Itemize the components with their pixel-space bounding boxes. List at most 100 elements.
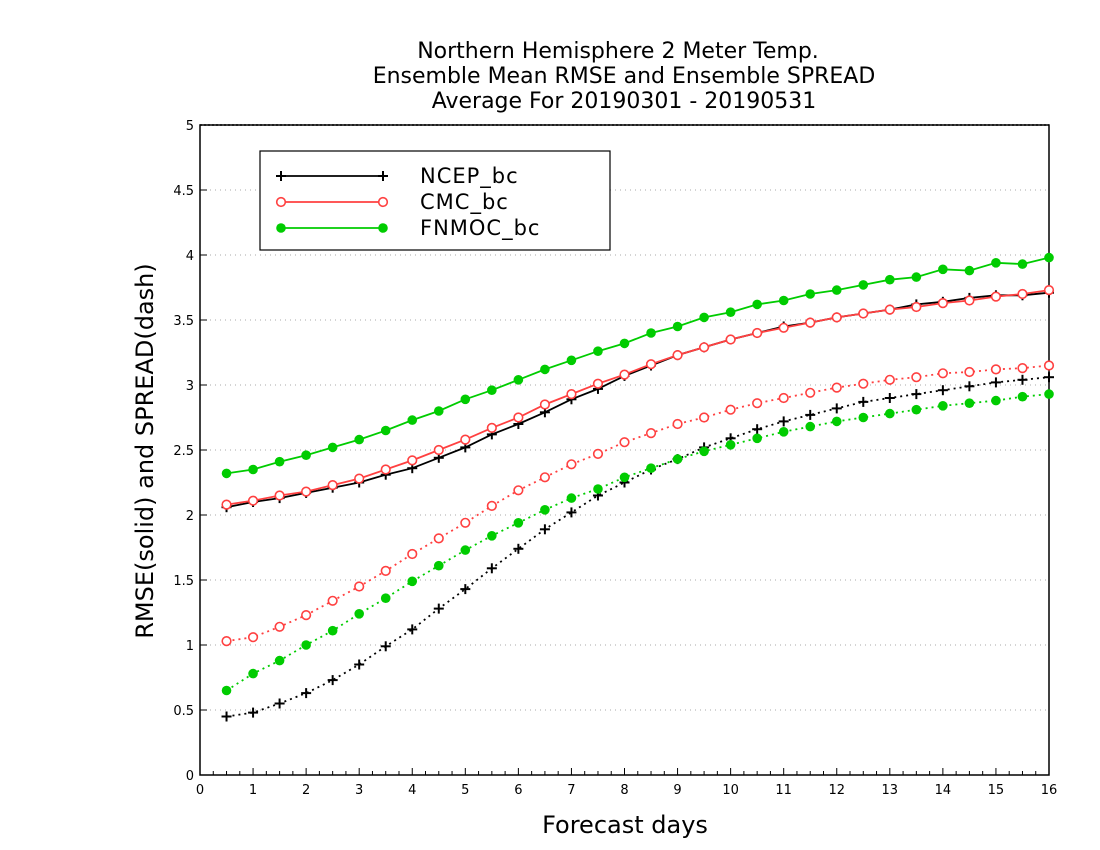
cmc-bc-rmse-point bbox=[1017, 288, 1028, 300]
cmc-bc-rmse-point bbox=[884, 304, 895, 315]
fnmoc-bc-spread-point bbox=[274, 655, 285, 666]
cmc-bc-spread-point bbox=[354, 581, 365, 592]
fnmoc-bc-rmse-line bbox=[226, 256, 1050, 475]
cmc-bc-spread-point bbox=[1043, 360, 1055, 371]
legend-marker bbox=[275, 196, 287, 208]
y-axis-label: RMSE(solid) and SPREAD(dash) bbox=[131, 263, 159, 639]
ncep-bc-spread-point bbox=[354, 659, 365, 670]
cmc-bc-rmse-point bbox=[566, 389, 577, 400]
ncep-bc-spread-point bbox=[911, 389, 922, 400]
cmc-bc-spread-point bbox=[725, 404, 736, 415]
cmc-bc-spread-point bbox=[247, 632, 259, 643]
x-tick-label: 7 bbox=[567, 783, 575, 798]
y-tick-label: 0 bbox=[186, 769, 194, 784]
cmc-bc-rmse-point bbox=[725, 334, 736, 345]
ncep-bc-spread-point bbox=[274, 698, 285, 709]
title-line-1: Northern Hemisphere 2 Meter Temp. bbox=[417, 39, 819, 64]
ncep-bc-spread-point bbox=[513, 543, 524, 554]
cmc-bc-rmse-point bbox=[672, 350, 683, 361]
cmc-bc-rmse-point bbox=[460, 434, 471, 445]
fnmoc-bc-spread-point bbox=[991, 395, 1001, 406]
fnmoc-bc-rmse-point bbox=[540, 364, 550, 375]
ncep-bc-spread-point bbox=[858, 396, 869, 407]
ncep-bc-spread-point bbox=[831, 403, 842, 414]
x-tick-label: 15 bbox=[988, 783, 1005, 798]
fnmoc-bc-rmse-point bbox=[593, 346, 603, 357]
fnmoc-bc-spread-point bbox=[327, 625, 338, 636]
cmc-bc-rmse-point bbox=[964, 295, 975, 306]
ncep-bc-spread-point bbox=[964, 381, 975, 392]
cmc-bc-spread-point bbox=[433, 533, 444, 544]
cmc-bc-rmse-point bbox=[354, 473, 365, 484]
fnmoc-bc-rmse-point bbox=[354, 434, 364, 445]
fnmoc-bc-spread-point bbox=[1044, 389, 1054, 399]
fnmoc-bc-rmse-point bbox=[433, 406, 444, 416]
fnmoc-bc-rmse-point bbox=[805, 289, 816, 299]
legend-label: NCEP_bc bbox=[420, 164, 519, 189]
ncep-bc-spread-line bbox=[226, 376, 1050, 718]
legend-marker bbox=[276, 171, 286, 181]
fnmoc-bc-spread-point bbox=[354, 609, 364, 619]
x-tick-label: 6 bbox=[514, 783, 522, 798]
ncep-bc-spread-point bbox=[221, 711, 232, 722]
fnmoc-bc-spread-point bbox=[487, 531, 497, 541]
cmc-bc-rmse-point bbox=[247, 495, 259, 506]
cmc-bc-rmse-point bbox=[1043, 285, 1055, 296]
axis-ticks: 00.511.522.533.544.550 1 2 3 4 5 6 7 8 9 10 11 12 13 1… bbox=[173, 119, 1057, 798]
fnmoc-bc-rmse-point bbox=[460, 394, 471, 405]
fnmoc-bc-rmse-point bbox=[566, 355, 577, 366]
ncep-bc-spread-point bbox=[380, 641, 391, 652]
fnmoc-bc-rmse-point bbox=[1044, 252, 1054, 263]
cmc-bc-spread-point bbox=[301, 609, 312, 621]
cmc-bc-spread-point bbox=[566, 459, 577, 470]
cmc-bc-rmse-point bbox=[858, 308, 869, 319]
fnmoc-bc-spread-point bbox=[619, 472, 630, 483]
legend-marker bbox=[378, 223, 388, 233]
x-tick-label: 12 bbox=[828, 783, 845, 798]
fnmoc-bc-spread-point bbox=[964, 398, 975, 409]
legend-item-cmc-bc: CMC_bc bbox=[275, 190, 508, 215]
x-tick-label: 1 bbox=[249, 783, 257, 798]
ncep-bc-spread-point bbox=[752, 424, 763, 435]
fnmoc-bc-spread-point bbox=[831, 416, 842, 427]
x-tick-label: 2 bbox=[302, 783, 310, 798]
ncep-bc-spread-point bbox=[433, 603, 444, 614]
fnmoc-bc-rmse-point bbox=[672, 321, 683, 332]
cmc-bc-spread-point bbox=[1017, 363, 1028, 374]
cmc-bc-spread-point bbox=[486, 500, 497, 512]
cmc-bc-rmse-point bbox=[990, 291, 1002, 302]
cmc-bc-rmse-point bbox=[513, 412, 524, 423]
fnmoc-bc-rmse-point bbox=[699, 312, 709, 323]
cmc-bc-spread-point bbox=[964, 366, 975, 378]
cmc-bc-rmse-point bbox=[327, 480, 338, 491]
fnmoc-bc-spread-point bbox=[433, 560, 444, 571]
cmc-bc-spread-point bbox=[698, 412, 710, 423]
fnmoc-bc-spread-point bbox=[699, 446, 709, 457]
x-tick-label: 5 bbox=[461, 783, 469, 798]
legend-box bbox=[259, 150, 611, 251]
fnmoc-bc-spread-point bbox=[248, 668, 258, 679]
legend-marker bbox=[378, 171, 388, 181]
cmc-bc-spread-point bbox=[672, 418, 683, 430]
cmc-bc-spread-point bbox=[513, 485, 524, 496]
legend-marker bbox=[377, 196, 389, 208]
title-line-3: Average For 20190301 - 20190531 bbox=[432, 89, 817, 114]
cmc-bc-spread-point bbox=[380, 565, 391, 577]
y-tick-label: 2 bbox=[186, 509, 194, 524]
fnmoc-bc-rmse-point bbox=[725, 307, 736, 318]
y-tick-label: 3.5 bbox=[173, 314, 194, 329]
y-tick-label: 1.5 bbox=[173, 574, 194, 589]
cmc-bc-spread-point bbox=[937, 368, 948, 379]
fnmoc-bc-spread-point bbox=[593, 484, 603, 494]
cmc-bc-spread-point bbox=[990, 364, 1002, 375]
chart-title: Northern Hemisphere 2 Meter Temp. Ensemb… bbox=[373, 39, 876, 114]
ncep-bc-spread-point bbox=[327, 675, 338, 686]
cmc-bc-spread-point bbox=[645, 428, 657, 439]
cmc-bc-spread-point bbox=[884, 374, 895, 385]
fnmoc-bc-rmse-point bbox=[380, 425, 391, 436]
cmc-bc-spread-point bbox=[831, 382, 842, 393]
fnmoc-bc-spread-point bbox=[725, 440, 736, 450]
y-tick-label: 4.5 bbox=[173, 184, 194, 199]
ncep-bc-spread-point bbox=[1044, 372, 1054, 383]
cmc-bc-rmse-point bbox=[645, 359, 657, 370]
